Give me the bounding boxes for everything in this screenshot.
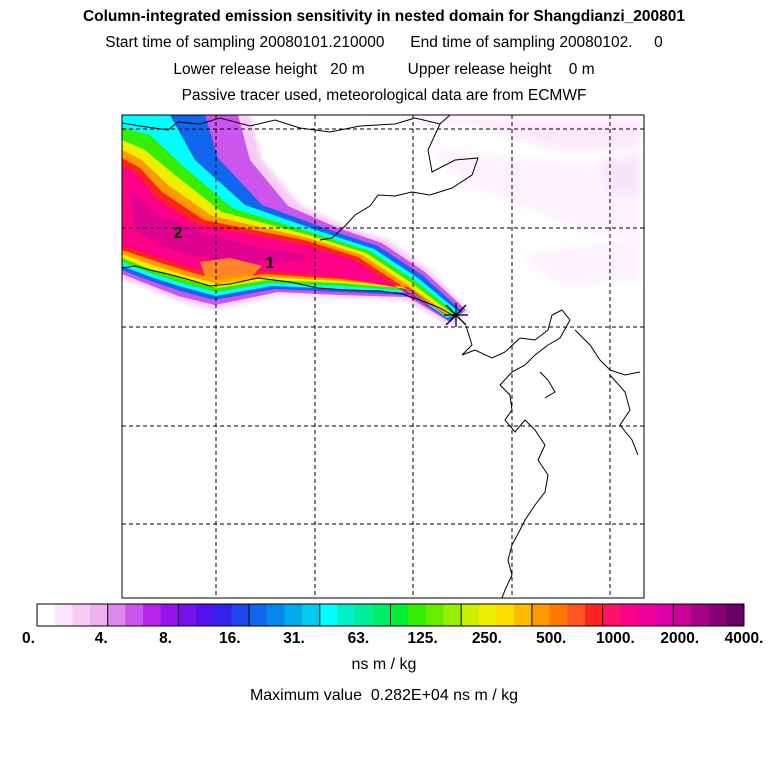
colorbar-swatch (107, 604, 126, 626)
colorbar-swatch (726, 604, 745, 626)
colorbar-swatch (319, 604, 338, 626)
colorbar-tick-label: 1000. (596, 630, 635, 647)
colorbar-swatch (496, 604, 515, 626)
colorbar (36, 603, 745, 627)
colorbar-swatch (302, 604, 321, 626)
colorbar-swatch (478, 604, 498, 626)
colorbar-swatch (425, 604, 445, 626)
colorbar-swatch (549, 604, 568, 626)
plume-band-pink (122, 166, 445, 316)
colorbar-swatch (372, 604, 391, 626)
plume-marker-1: 1 (266, 255, 275, 272)
colorbar-swatch (708, 604, 727, 626)
coastlines (122, 115, 641, 598)
colorbar-swatch (637, 604, 657, 626)
colorbar-swatch (390, 604, 409, 626)
colorbar-swatch (620, 604, 639, 626)
colorbar-swatch (284, 604, 303, 626)
colorbar-swatch (461, 604, 480, 626)
colorbar-tick-label: 63. (347, 630, 370, 647)
colorbar-tick-label: 0. (22, 630, 35, 647)
colorbar-swatch (90, 604, 109, 626)
colorbar-swatch (655, 604, 674, 626)
map-frame (121, 114, 645, 599)
colorbar-swatch (160, 604, 179, 626)
colorbar-swatch (178, 604, 197, 626)
colorbar-swatch (37, 604, 56, 626)
sampling-time-line: Start time of sampling 20080101.210000 E… (105, 34, 663, 51)
colorbar-swatch (602, 604, 621, 626)
colorbar-swatch (673, 604, 692, 626)
colorbar-swatch (567, 604, 586, 626)
tracer-info-line: Passive tracer used, meteorological data… (181, 87, 587, 104)
colorbar-swatch (143, 604, 162, 626)
colorbar-units: ns m / kg (351, 656, 417, 673)
colorbar-swatch (125, 604, 144, 626)
colorbar-swatch (249, 604, 268, 626)
colorbar-swatch (266, 604, 285, 626)
colorbar-swatch (408, 604, 427, 626)
release-site-marker (444, 303, 468, 327)
colorbar-swatch (514, 604, 533, 626)
colorbar-tick-label: 500. (536, 630, 567, 647)
colorbar-swatch (355, 604, 374, 626)
colorbar-swatch (584, 604, 604, 626)
colorbar-tick-label: 4000. (724, 630, 764, 647)
colorbar-tick-label: 250. (471, 630, 502, 647)
colorbar-tick-label: 31. (283, 630, 305, 647)
release-height-line: Lower release height 20 m Upper release … (173, 61, 595, 78)
colorbar-swatch (531, 604, 551, 626)
colorbar-swatch (443, 604, 462, 626)
colorbar-swatch (690, 604, 710, 626)
colorbar-swatch (196, 604, 215, 626)
plume-core-magenta (130, 190, 310, 262)
colorbar-tick-label: 125. (407, 630, 438, 647)
plume-marker-2: 2 (174, 225, 183, 242)
figure-title: Column-integrated emission sensitivity i… (82, 8, 686, 25)
colorbar-swatch (213, 604, 232, 626)
lat-lon-grid (122, 115, 644, 598)
colorbar-swatch (337, 604, 356, 626)
map-content: 1 2 (122, 115, 644, 598)
colorbar-tick-label: 16. (219, 630, 241, 647)
colorbar-swatch (231, 604, 250, 626)
plume-layers (122, 115, 470, 326)
colorbar-swatch (72, 604, 91, 626)
colorbar-tick-label: 4. (94, 630, 108, 647)
colorbar-swatch (54, 604, 73, 626)
colorbar-frame (36, 603, 745, 627)
colorbar-tick-label: 2000. (660, 630, 700, 647)
colorbar-tick-label: 8. (159, 630, 172, 647)
maximum-value-text: Maximum value 0.282E+04 ns m / kg (249, 687, 519, 704)
